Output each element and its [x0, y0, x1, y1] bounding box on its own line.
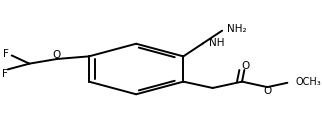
Text: O: O — [263, 86, 271, 96]
Text: OCH₃: OCH₃ — [296, 77, 321, 87]
Text: F: F — [4, 49, 9, 59]
Text: NH₂: NH₂ — [227, 24, 247, 34]
Text: F: F — [2, 69, 8, 79]
Text: O: O — [242, 61, 250, 71]
Text: O: O — [52, 50, 60, 60]
Text: NH: NH — [209, 38, 224, 48]
